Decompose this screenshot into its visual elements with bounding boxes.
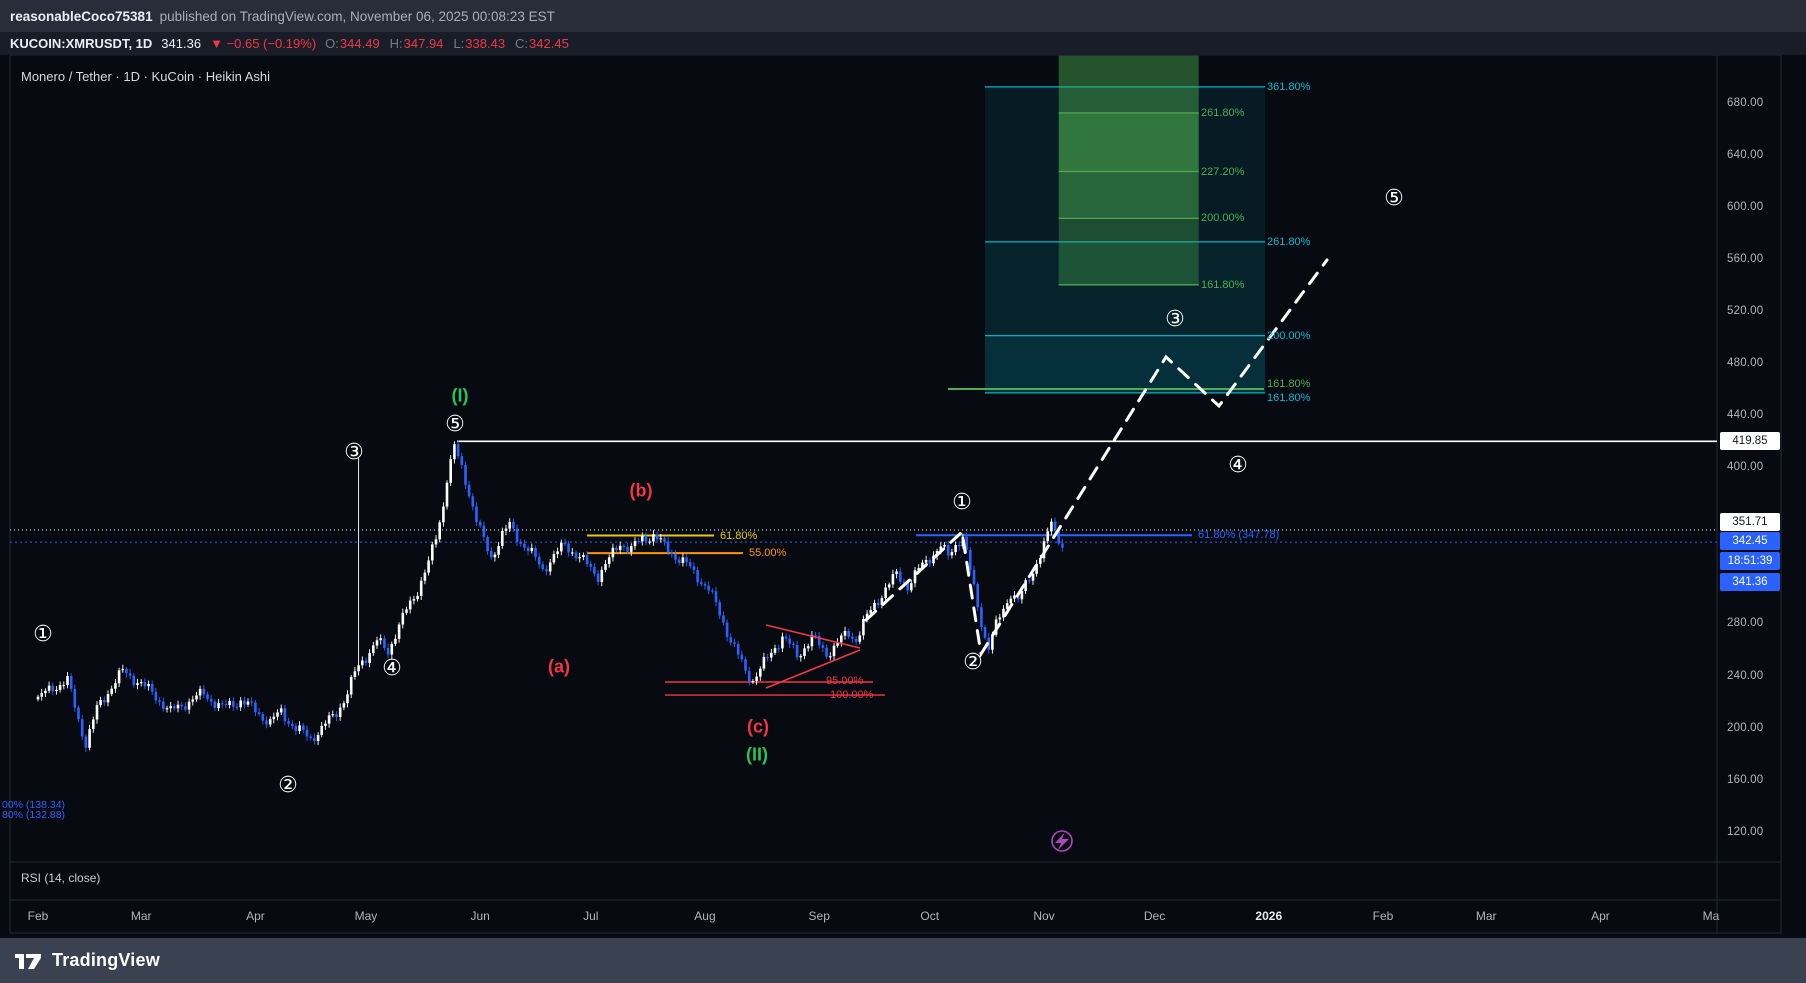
triangle-line <box>765 649 861 689</box>
publish-bar: reasonableCoco75381 published on Trading… <box>0 0 1806 32</box>
tradingview-brand-text[interactable]: TradingView <box>52 950 160 970</box>
wave5-target-zone-green-band <box>1058 171 1199 219</box>
ohlc-pair: C: 342.45 <box>515 36 569 51</box>
ohlc-pair: L: 338.43 <box>453 36 506 51</box>
symbol-legend-bar: KUCOIN:XMRUSDT, 1D 341.36 ▼ −0.65 (−0.19… <box>0 32 1806 55</box>
lightning-bolt-icon <box>1055 832 1069 850</box>
footer-bar: TradingView <box>0 938 1806 983</box>
ohlc-pair: O: 344.49 <box>325 36 380 51</box>
candlestick-series <box>36 440 1064 752</box>
chart-border <box>9 54 1782 934</box>
rsi-indicator-label: RSI (14, close) <box>21 871 101 885</box>
ohlc-values: O: 344.49 H: 347.94 L: 338.43 C: 342.45 <box>325 36 569 51</box>
publisher-username[interactable]: reasonableCoco75381 <box>10 8 153 24</box>
chart-title: Monero / Tether · 1D · KuCoin · Heikin A… <box>21 69 271 84</box>
ohlc-pair: H: 347.94 <box>389 36 444 51</box>
triangle-line <box>765 624 861 649</box>
tradingview-logo-icon[interactable] <box>13 948 43 974</box>
wave3-target-zone-cyan-band <box>985 241 1266 336</box>
lightning-icon <box>1051 830 1073 852</box>
price-change-value: ▼ −0.65 (−0.19%) <box>210 36 317 51</box>
publish-info-text: published on TradingView.com, November 0… <box>159 8 555 24</box>
symbol-name[interactable]: KUCOIN:XMRUSDT, 1D <box>10 36 153 51</box>
wave5-target-zone-green-band <box>1058 218 1199 285</box>
last-price-value: 341.36 <box>161 36 202 51</box>
wave5-target-zone-green-band <box>1058 55 1199 113</box>
wave5-target-zone-green-band <box>1058 112 1199 172</box>
wave3-target-zone-cyan-band <box>985 335 1266 393</box>
